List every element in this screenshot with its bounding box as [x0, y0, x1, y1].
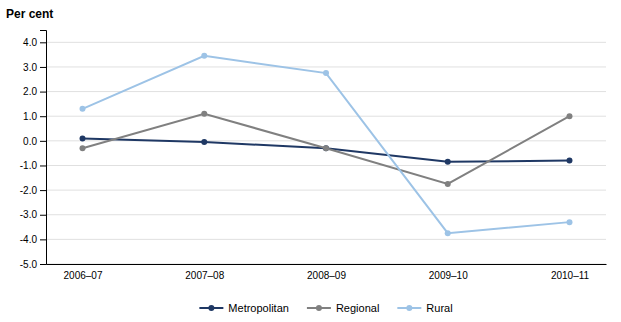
y-tick-label: -1.0: [20, 160, 38, 171]
series-line: [83, 56, 570, 233]
legend-marker: [316, 305, 322, 311]
grid-line: [46, 239, 606, 240]
grid-line: [46, 66, 606, 67]
y-tick: -3.0: [20, 209, 46, 220]
legend-marker: [406, 305, 412, 311]
y-tick-label: 3.0: [23, 62, 37, 73]
y-tick: -5.0: [20, 259, 46, 270]
x-axis-line: [47, 264, 607, 265]
x-axis: 2006–07 2007–08 2008–09 2009–10 2010–11: [47, 265, 607, 282]
series-point: [80, 145, 86, 151]
chart: -5.0 -4.0 -3.0 -2.0 -1.0 0.0 1.0 2.0 3.0 4.0 2006–…: [0, 0, 621, 322]
series-point: [201, 111, 207, 117]
x-tick-label: 2007–08: [185, 270, 224, 281]
grid-line: [46, 91, 606, 92]
y-tick-mark: [40, 239, 46, 240]
x-tick-label: 2008–09: [307, 270, 346, 281]
grid-line: [46, 116, 606, 117]
y-tick-mark: [40, 92, 46, 93]
y-tick-mark: [40, 165, 46, 166]
y-tick-label: -5.0: [20, 259, 38, 270]
x-tick-label: 2009–10: [429, 270, 468, 281]
grid-line: [46, 165, 606, 166]
legend: Metropolitan Regional Rural: [199, 302, 452, 314]
series-point: [445, 159, 451, 165]
legend-item: Metropolitan: [199, 302, 289, 314]
y-tick: 3.0: [23, 62, 46, 73]
series-point: [201, 139, 207, 145]
y-tick-mark: [40, 215, 46, 216]
y-tick: 1.0: [23, 111, 46, 122]
grid-line: [46, 214, 606, 215]
x-tick: 2007–08: [185, 270, 224, 281]
series-marks: [80, 53, 573, 236]
x-tick: 2010–11: [551, 270, 590, 281]
legend-label: Regional: [336, 302, 379, 314]
y-tick-mark: [40, 67, 46, 68]
legend-label: Metropolitan: [228, 302, 289, 314]
y-tick-label: 2.0: [23, 86, 37, 97]
x-tick: 2008–09: [307, 270, 346, 281]
grid-line: [46, 42, 606, 43]
y-axis: -5.0 -4.0 -3.0 -2.0 -1.0 0.0 1.0 2.0 3.0 4.0: [20, 31, 47, 270]
y-tick-mark: [40, 264, 46, 265]
series-point: [445, 230, 451, 236]
series-point: [201, 53, 207, 59]
series-line: [83, 114, 570, 184]
y-tick-mark: [40, 141, 46, 142]
series-point: [566, 158, 572, 164]
series-point: [566, 113, 572, 119]
x-tick: 2009–10: [429, 270, 468, 281]
series-line: [83, 138, 570, 161]
series-point: [80, 106, 86, 112]
y-axis-line: [40, 31, 47, 265]
y-tick-label: -4.0: [20, 234, 38, 245]
y-tick: 0.0: [23, 136, 46, 147]
series-point: [323, 70, 329, 76]
series-point: [80, 135, 86, 141]
series-point: [323, 145, 329, 151]
legend-item: Regional: [307, 302, 379, 314]
grid-line: [46, 264, 606, 265]
y-axis-label: Per cent: [6, 7, 53, 21]
y-tick-mark: [40, 190, 46, 191]
series-point: [323, 145, 329, 151]
series-point: [566, 219, 572, 225]
plot: -5.0 -4.0 -3.0 -2.0 -1.0 0.0 1.0 2.0 3.0 4.0 2006–…: [20, 31, 607, 282]
grid-line: [46, 190, 606, 191]
y-tick: -2.0: [20, 185, 46, 196]
x-tick-label: 2010–11: [551, 270, 590, 281]
legend-item: Rural: [397, 302, 452, 314]
y-tick-label: 1.0: [23, 111, 37, 122]
series-point: [445, 181, 451, 187]
y-tick-label: -3.0: [20, 209, 38, 220]
x-tick-label: 2006–07: [64, 270, 103, 281]
y-tick: -1.0: [20, 160, 46, 171]
y-tick-label: 4.0: [23, 37, 37, 48]
grid: [46, 42, 606, 264]
y-tick-mark: [40, 116, 46, 117]
legend-marker: [208, 305, 214, 311]
legend-label: Rural: [426, 302, 452, 314]
y-tick-label: -2.0: [20, 185, 38, 196]
y-tick: -4.0: [20, 234, 46, 245]
y-tick: 2.0: [23, 86, 46, 97]
x-tick: 2006–07: [64, 270, 103, 281]
y-tick: 4.0: [23, 37, 46, 48]
y-tick-mark: [40, 42, 46, 43]
y-tick-label: 0.0: [23, 136, 37, 147]
